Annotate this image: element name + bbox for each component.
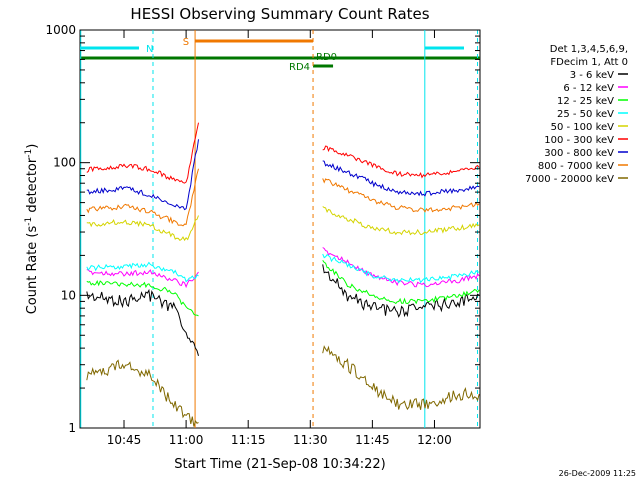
legend-entry-label: 50 - 100 keV [551,122,615,133]
legend-entry-label: 300 - 800 keV [544,148,614,159]
legend-header-line: Det 1,3,4,5,6,9, [550,44,628,55]
y-axis-label-sup-2: -1 [24,149,34,158]
series-5 [86,122,480,184]
x-tick-label: 11:45 [355,433,390,447]
legend-entry-label: 800 - 7000 keV [538,161,614,172]
series-line-before [86,122,199,184]
series-0 [86,264,480,356]
flag-label-n: N [146,44,153,55]
series-line-after [322,260,480,305]
legend-entry-label: 6 - 12 keV [563,83,614,94]
series-line-before [86,269,199,289]
series-line-after [322,345,480,411]
series-line-after [322,247,480,288]
series-line-after [322,145,480,179]
series-4 [86,206,480,242]
y-axis-label-main: Count Rate (s [25,226,40,315]
legend-entry-label: 100 - 300 keV [544,135,614,146]
y-tick-label: 1000 [45,23,76,37]
flags-layer: RD4 RD0 N S [80,30,480,428]
series-2 [86,260,480,317]
plot-frame [79,29,481,429]
series-line-before [86,168,199,227]
series-line-after [322,178,480,213]
footer-date: 26-Dec-2009 11:25 [559,469,636,478]
legend-entry-label: 12 - 25 keV [557,96,614,107]
legend-entry-label: 3 - 6 keV [570,70,614,81]
y-axis-label: Count Rate (s-1 detector-1) [24,144,40,315]
series-line-before [86,261,199,283]
series-line-after [322,206,480,236]
y-tick-label: 10 [61,288,76,302]
y-tick-label: 100 [53,156,76,170]
series-line-after [322,264,480,318]
legend-header-line: FDecim 1, Att 0 [550,57,628,68]
x-tick-label: 11:15 [231,433,266,447]
legend-entry-label: 7000 - 20000 keV [525,174,614,185]
legend-entry-label: 25 - 50 keV [557,109,614,120]
series-8 [86,345,480,427]
series-line-after [322,253,480,284]
series-line-before [86,359,199,427]
x-tick-label: 11:30 [293,433,328,447]
series-line-before [86,288,199,356]
series-6 [86,139,480,211]
x-tick-label: 12:00 [417,433,452,447]
y-axis-label-end: ) [25,144,40,149]
series-line-after [322,160,480,197]
x-axis-label: Start Time (21-Sep-08 10:34:22) [174,457,385,472]
series-7 [86,168,480,227]
flag-label-rd0: RD0 [316,52,337,63]
y-axis-label-mid: detector [25,157,40,217]
axes-layer: 10:45 11:00 11:15 11:30 11:45 12:00 1 10 100 1000 [45,23,480,447]
x-tick-label: 11:00 [169,433,204,447]
legend: Det 1,3,4,5,6,9, FDecim 1, Att 0 3 - 6 keV… [525,44,628,185]
series-line-before [86,215,199,242]
series-layer [86,122,480,427]
y-tick-label: 1 [68,421,76,435]
chart-title: HESSI Observing Summary Count Rates [130,5,429,23]
x-tick-label: 10:45 [107,433,142,447]
series-3 [86,253,480,284]
flag-label-rd4: RD4 [289,62,310,73]
flag-label-s: S [183,37,189,48]
y-axis-label-sup: -1 [24,217,34,226]
series-line-before [86,139,199,211]
series-line-before [86,280,199,317]
